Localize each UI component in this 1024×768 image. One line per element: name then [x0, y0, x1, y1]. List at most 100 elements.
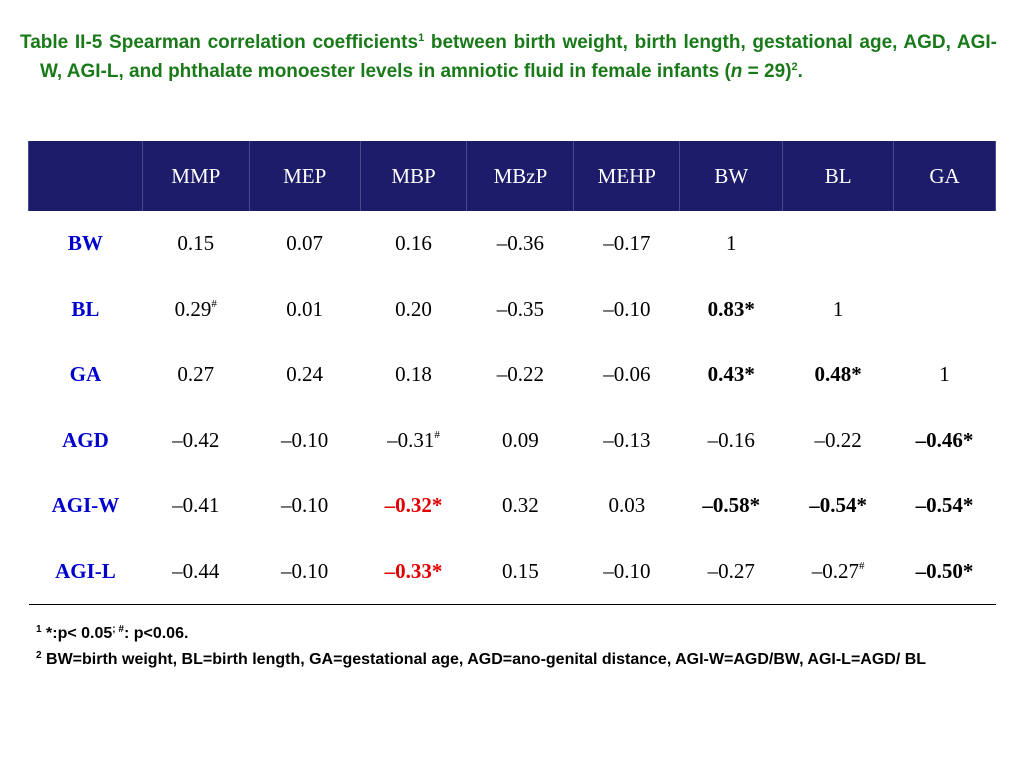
cell-value: 0.83* [707, 296, 755, 321]
cell-value: –0.36 [496, 231, 545, 256]
table-cell: –0.10 [249, 408, 360, 474]
table-cell: –0.31# [360, 408, 467, 474]
caption-text-d: . [797, 61, 803, 82]
cell-value: 1 [939, 362, 950, 387]
row-label-bw: BW [67, 231, 103, 256]
header-mehp: MEHP [573, 141, 681, 211]
footnotes: 1 *:p< 0.05; #: p<0.06. 2 BW=birth weigh… [36, 623, 996, 675]
header-corner [28, 141, 143, 211]
caption-text-a: Spearman correlation coefficients [102, 32, 419, 53]
table-cell: –0.22 [467, 342, 574, 408]
cell-value: –0.22 [814, 427, 862, 452]
table-cell: 0.15 [466, 538, 574, 605]
footnote-2-text: BW=birth weight, BL=birth length, GA=ges… [41, 651, 927, 668]
table-cell: –0.42 [142, 408, 249, 474]
table-cell [783, 211, 894, 277]
table-cell: 0.16 [360, 211, 467, 277]
cell-value: 0.09 [502, 427, 539, 452]
table-cell: 0.32 [467, 473, 574, 539]
caption-n-variable: n [730, 61, 743, 82]
cell-value: –0.16 [707, 427, 755, 452]
cell-value: –0.41 [172, 493, 220, 518]
cell-value: 0.43* [707, 362, 755, 387]
table-cell: –0.10 [249, 473, 360, 539]
cell-value: 0.16 [395, 231, 432, 256]
row-label-agd: AGD [62, 427, 109, 452]
table-cell: –0.06 [574, 342, 680, 408]
cell-value: –0.10 [281, 558, 329, 583]
table-cell: –0.58* [680, 473, 783, 539]
cell-value: –0.10 [603, 558, 651, 583]
table-row: AGD –0.42 –0.10 –0.31# 0.09 –0.13 –0.16 –0.22 –0… [29, 408, 996, 474]
cell-value: –0.10 [603, 296, 651, 321]
cell-value: –0.22 [496, 362, 545, 387]
table-row: BL 0.29# 0.01 0.20 –0.35 –0.10 0.83* 1 [29, 277, 996, 343]
header-mbp: MBP [359, 141, 468, 211]
cell-value: 0.27 [177, 362, 215, 387]
table-cell: –0.54* [894, 473, 996, 539]
cell-footnote-marker: # [434, 428, 440, 441]
cell-value: –0.17 [603, 231, 651, 256]
cell-value: 0.29 [174, 296, 212, 321]
table-cell: 0.29# [142, 277, 249, 343]
cell-footnote-marker: # [211, 297, 217, 310]
cell-value: 0.07 [286, 231, 324, 256]
table-cell: –0.32* [360, 473, 467, 539]
table-cell: –0.16 [680, 408, 783, 474]
cell-value: 0.32 [502, 493, 539, 518]
cell-value: –0.46* [915, 427, 974, 452]
cell-value: –0.06 [603, 362, 651, 387]
cell-value: –0.35 [496, 296, 545, 321]
table-cell: 0.43* [680, 342, 783, 408]
table-cell [894, 277, 996, 343]
correlation-table: MMP MEP MBP MBzP MEHP BW BL GA BW 0.15 0.07 0.16 –0… [28, 141, 996, 605]
cell-value: –0.10 [281, 427, 329, 452]
cell-value: –0.33* [384, 558, 443, 583]
table-cell: –0.54* [783, 473, 894, 539]
cell-value: 0.01 [286, 296, 324, 321]
footnote-1-text: *:p< 0.05 [41, 625, 113, 642]
header-mbzp: MBzP [466, 141, 575, 211]
table-cell: 0.03 [574, 473, 680, 539]
table-cell: 0.27 [142, 342, 249, 408]
row-label-agi-l: AGI-L [28, 538, 143, 605]
cell-value: –0.27 [707, 558, 755, 583]
table-cell: –0.50* [893, 538, 996, 605]
table-cell: –0.10 [574, 277, 680, 343]
table-cell: –0.33* [360, 538, 467, 605]
cell-value: 0.20 [395, 296, 432, 321]
cell-footnote-marker: # [858, 559, 865, 572]
footnote-2: 2 BW=birth weight, BL=birth length, GA=g… [36, 649, 996, 671]
table-cell: 0.09 [467, 408, 574, 474]
cell-value: –0.54* [915, 493, 974, 518]
table-cell: 0.18 [360, 342, 467, 408]
table-row: AGI-L –0.44 –0.10 –0.33* 0.15 –0.10 –0.27 –0.27… [28, 538, 996, 605]
table-cell: 0.48* [783, 342, 894, 408]
cell-value: –0.42 [172, 427, 220, 452]
cell-value: –0.50* [915, 558, 974, 583]
cell-value: –0.58* [702, 493, 761, 518]
cell-value: 0.03 [608, 493, 646, 518]
table-cell: –0.44 [142, 538, 250, 605]
table-row: GA 0.27 0.24 0.18 –0.22 –0.06 0.43* 0.48* 1 [29, 342, 996, 408]
table-cell: 0.24 [249, 342, 360, 408]
table-cell: 0.01 [249, 277, 360, 343]
cell-value: 0.15 [502, 558, 539, 583]
cell-value: –0.32* [384, 493, 443, 518]
caption-text-b: between birth weight, birth length, gest… [40, 32, 997, 82]
caption-footnote-2: 2 [791, 61, 798, 73]
header-bl: BL [782, 141, 895, 211]
table-cell: –0.10 [573, 538, 680, 605]
cell-value: –0.54* [809, 493, 867, 518]
cell-value: –0.44 [172, 558, 220, 583]
header-mmp: MMP [141, 141, 250, 211]
caption-footnote-1: 1 [418, 32, 425, 44]
table-cell: 1 [783, 277, 894, 343]
header-mep: MEP [248, 141, 361, 211]
header-ga: GA [893, 141, 996, 211]
cell-value: 1 [832, 296, 844, 321]
cell-value: 1 [725, 231, 737, 256]
table-cell: –0.36 [467, 211, 574, 277]
table-cell: 1 [894, 342, 996, 408]
cell-value: –0.13 [603, 427, 651, 452]
